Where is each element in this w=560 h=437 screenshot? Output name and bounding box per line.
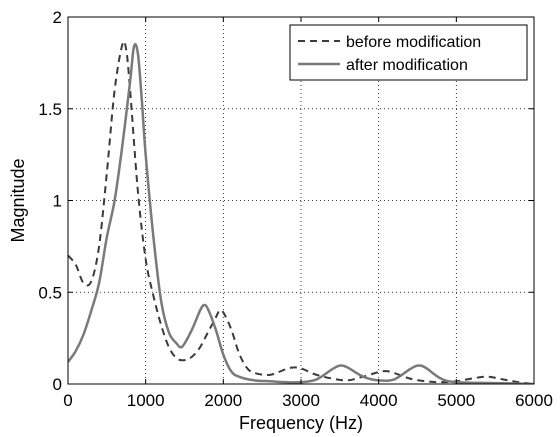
x-tick-label: 3000: [282, 391, 320, 410]
legend-label-before: before modification: [346, 34, 481, 51]
y-tick-label: 0.5: [38, 283, 62, 302]
legend-label-after: after modification: [346, 57, 468, 74]
series-line-after: [68, 43, 534, 384]
series-group: [68, 40, 534, 384]
x-tick-label: 5000: [437, 391, 475, 410]
legend: before modification after modification: [289, 24, 528, 81]
series-line-before: [68, 40, 534, 384]
axis-ticks: 0 1000 2000 3000 4000 5000 6000 0 0.5 1 1.5 2: [38, 8, 553, 410]
y-tick-label: 0: [53, 375, 62, 394]
x-tick-label: 1000: [127, 391, 165, 410]
x-tick-label: 6000: [515, 391, 553, 410]
legend-box: [289, 24, 528, 81]
x-tick-label: 0: [63, 391, 72, 410]
x-tick-label: 2000: [204, 391, 242, 410]
y-tick-label: 1.5: [38, 100, 62, 119]
y-axis-label: Magnitude: [8, 158, 28, 242]
x-tick-label: 4000: [360, 391, 398, 410]
x-axis-label: Frequency (Hz): [239, 413, 363, 433]
grid-lines: [68, 17, 534, 384]
y-tick-label: 1: [53, 192, 62, 211]
y-tick-label: 2: [53, 8, 62, 27]
